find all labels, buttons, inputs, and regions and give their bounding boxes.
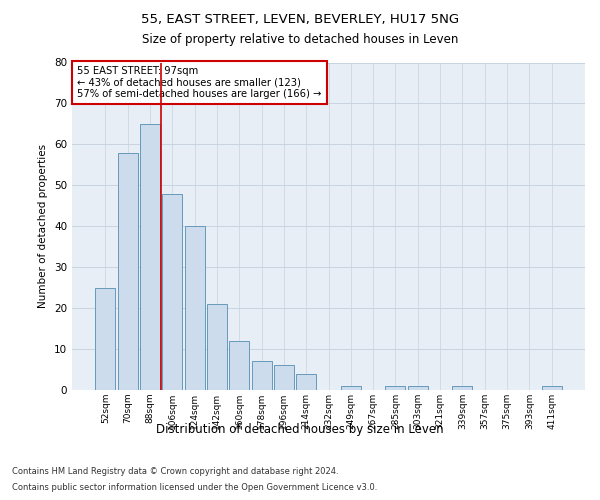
Bar	[207, 304, 227, 390]
Bar	[185, 226, 205, 390]
Bar	[274, 366, 294, 390]
Text: Contains public sector information licensed under the Open Government Licence v3: Contains public sector information licen…	[12, 484, 377, 492]
Text: 55, EAST STREET, LEVEN, BEVERLEY, HU17 5NG: 55, EAST STREET, LEVEN, BEVERLEY, HU17 5…	[141, 12, 459, 26]
Y-axis label: Number of detached properties: Number of detached properties	[38, 144, 49, 308]
Bar	[542, 386, 562, 390]
Text: Size of property relative to detached houses in Leven: Size of property relative to detached ho…	[142, 32, 458, 46]
Bar	[452, 386, 472, 390]
Bar	[229, 341, 249, 390]
Bar	[341, 386, 361, 390]
Text: 55 EAST STREET: 97sqm
← 43% of detached houses are smaller (123)
57% of semi-det: 55 EAST STREET: 97sqm ← 43% of detached …	[77, 66, 322, 99]
Bar	[251, 362, 272, 390]
Bar	[408, 386, 428, 390]
Bar	[162, 194, 182, 390]
Bar	[140, 124, 160, 390]
Bar	[385, 386, 406, 390]
Bar	[296, 374, 316, 390]
Text: Distribution of detached houses by size in Leven: Distribution of detached houses by size …	[156, 422, 444, 436]
Text: Contains HM Land Registry data © Crown copyright and database right 2024.: Contains HM Land Registry data © Crown c…	[12, 468, 338, 476]
Bar	[95, 288, 115, 390]
Bar	[118, 152, 138, 390]
